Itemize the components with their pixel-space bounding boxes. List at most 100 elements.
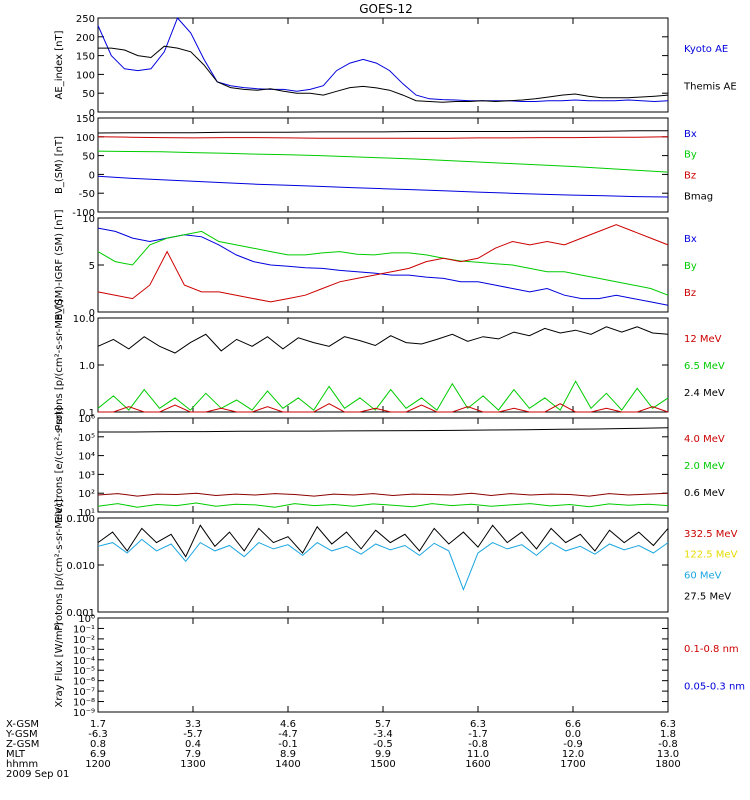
y-tick-label: 50: [82, 89, 95, 100]
orbit-value: 1700: [560, 759, 585, 770]
series-27-5-mev: [97, 524, 669, 558]
orbit-value: 1400: [275, 759, 300, 770]
series-2-0-mev: [97, 502, 669, 508]
y-tick-label: 0.010: [66, 561, 95, 572]
legend-item: Bz: [684, 171, 696, 182]
panel-1: -100 -50 0 50 100 150 B_(SM) [nT] Bx By Bz Bmag: [54, 114, 713, 219]
y-tick-label: 10: [82, 214, 95, 225]
y-tick-label: 50: [82, 152, 95, 163]
y-tick-label: 0.001: [66, 608, 95, 619]
y-tick-label: 10⁻²: [73, 635, 95, 646]
y-tick-label: 10⁻⁵: [73, 666, 95, 677]
series-bz: [97, 136, 669, 139]
orbit-value: -5.7: [183, 729, 203, 740]
orbit-value: 9.9: [375, 749, 391, 760]
orbit-table: X-GSM 1.7 3.3 4.6 5.7 6.3 6.6 6.3 Y-GSM -6.3 -5.7 -…: [5, 719, 681, 780]
legend-item: 4.0 MeV: [684, 434, 725, 445]
series-bx: [97, 175, 669, 198]
panel-frame: [97, 617, 669, 713]
legend-item: 2.0 MeV: [684, 461, 725, 472]
y-tick-label: 0.1: [79, 408, 95, 419]
legend-item: 332.5 MeV: [684, 529, 738, 540]
legend-item: By: [684, 150, 697, 161]
legend-item: 27.5 MeV: [684, 591, 731, 602]
y-tick-label: 10⁴: [78, 452, 95, 463]
y-tick-label: -100: [72, 208, 95, 219]
orbit-value: -0.1: [278, 739, 298, 750]
series-themis-ae: [98, 45, 669, 103]
orbit-value: -0.8: [658, 739, 678, 750]
orbit-value: 1300: [180, 759, 205, 770]
y-tick-label: 10.0: [73, 314, 95, 325]
date-label: 2009 Sep 01: [6, 769, 69, 780]
y-axis-label: B_(SM) [nT]: [54, 136, 65, 194]
orbit-row-label: X-GSM: [6, 719, 39, 730]
panel-frame: [97, 417, 669, 513]
y-tick-label: 10¹: [78, 508, 95, 519]
y-tick-label: 250: [76, 14, 95, 25]
legend-item: 0.1-0.8 nm: [684, 644, 739, 655]
orbit-value: -4.7: [278, 729, 298, 740]
y-tick-label: 10⁶: [78, 414, 95, 425]
legend-item: 0.05-0.3 nm: [684, 681, 745, 692]
orbit-value: 13.0: [657, 749, 679, 760]
panel-0: 0 50 100 150 200 250 AE_index [nT] Kyoto AE Them…: [54, 14, 737, 119]
series-0-6-mev: [98, 427, 669, 433]
orbit-value: 6.3: [470, 719, 486, 730]
y-tick-label: 150: [76, 114, 95, 125]
y-tick-label: 10⁵: [78, 433, 95, 444]
legend-item: Kyoto AE: [684, 44, 728, 55]
series-bx: [97, 227, 669, 306]
orbit-value: 1500: [370, 759, 395, 770]
legend-item: Bx: [684, 234, 697, 245]
orbit-value: 1200: [85, 759, 110, 770]
orbit-value: 4.6: [280, 719, 296, 730]
orbit-value: -0.9: [563, 739, 583, 750]
plot-title: GOES-12: [359, 2, 413, 16]
orbit-value: 7.9: [185, 749, 201, 760]
y-tick-label: -50: [79, 189, 95, 200]
y-tick-label: 0: [89, 108, 95, 119]
legend-item: Bx: [684, 129, 697, 140]
series-by: [97, 230, 669, 296]
orbit-row-label: Z-GSM: [6, 739, 39, 750]
legend-item: Bmag: [684, 191, 713, 202]
panel-frame: [97, 17, 669, 113]
series-4-0-mev: [97, 492, 669, 497]
orbit-value: 6.3: [660, 719, 676, 730]
y-tick-label: 0: [89, 308, 95, 319]
orbit-value: 0.4: [185, 739, 201, 750]
legend-item: 122.5 MeV: [684, 550, 738, 561]
series-12-mev: [98, 403, 669, 413]
y-tick-label: 10²: [78, 489, 95, 500]
orbit-row-label: Y-GSM: [5, 729, 38, 740]
y-tick-label: 10⁻¹: [73, 624, 95, 635]
legend-item: Themis AE: [683, 81, 737, 92]
series-6-5-mev: [97, 380, 669, 411]
y-tick-label: 0: [89, 170, 95, 181]
y-tick-label: 150: [76, 52, 95, 63]
legend-item: Bz: [684, 288, 696, 299]
legend-item: 0.6 MeV: [684, 488, 725, 499]
y-tick-label: 10⁻³: [73, 645, 95, 656]
orbit-value: 1.7: [90, 719, 106, 730]
y-axis-label: Electrons [e/(cm²-s-sr)]: [54, 407, 65, 523]
y-axis-label: Protons [p/(cm²-s-sr-MeV)]: [54, 499, 65, 631]
orbit-value: 0.0: [565, 729, 581, 740]
y-tick-label: 10⁻⁷: [73, 687, 95, 698]
panel-3: 0.1 1.0 10.0 Protons [p/(cm²-s-sr-MeV)] 12 M…: [54, 299, 725, 431]
orbit-value: 1600: [465, 759, 490, 770]
y-tick-label: 10⁰: [78, 614, 95, 625]
orbit-value: 5.7: [375, 719, 391, 730]
orbit-value: -0.8: [468, 739, 488, 750]
orbit-value: 8.9: [280, 749, 296, 760]
y-tick-label: 200: [76, 33, 95, 44]
series-2-4-mev: [97, 326, 669, 354]
orbit-row-label: MLT: [6, 749, 26, 760]
y-axis-label: B_(SM)-IGRF (SM) [nT]: [54, 209, 65, 320]
orbit-value: 0.8: [90, 739, 106, 750]
orbit-row-label: hhmm: [6, 759, 38, 770]
